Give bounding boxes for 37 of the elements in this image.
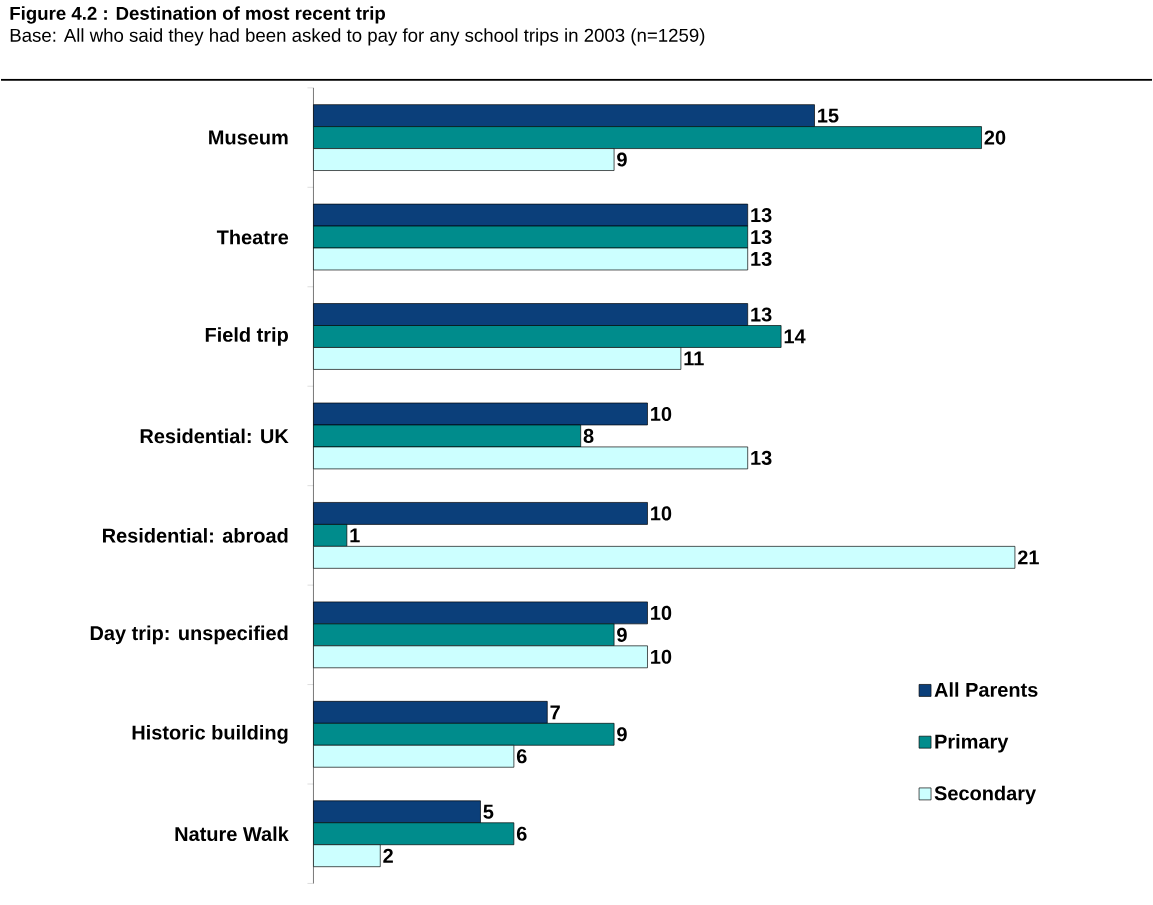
- data-label: 13: [751, 207, 772, 222]
- data-label: 2: [383, 848, 393, 863]
- data-label: 13: [751, 450, 772, 465]
- data-label: 11: [684, 351, 704, 366]
- data-label: 10: [651, 406, 672, 421]
- data-label: 14: [784, 329, 806, 344]
- data-label: 9: [617, 627, 627, 642]
- y-tick-label: Field trip: [205, 326, 288, 346]
- y-tick-label: Day trip: unspecified: [90, 625, 288, 644]
- legend-label: Primary: [935, 733, 1009, 753]
- data-label: 5: [483, 804, 494, 819]
- data-label: 6: [516, 748, 527, 764]
- data-label: 8: [583, 428, 594, 443]
- chart-title: Figure 4.2 : Destination of most recent trip: [10, 6, 386, 24]
- y-tick-label: Residential: abroad: [103, 527, 288, 543]
- data-label: 10: [651, 649, 672, 664]
- data-label: 10: [651, 605, 672, 620]
- data-label: 13: [751, 229, 772, 244]
- data-label: 6: [516, 826, 527, 841]
- data-label: 21: [1017, 550, 1039, 565]
- y-tick-label: Museum: [209, 130, 288, 145]
- data-label: 13: [751, 307, 772, 322]
- y-tick-label: Historic building: [132, 724, 288, 744]
- chart-subtitle: Base: All who said they had been asked to pay for any school trips in 2003 (n=1259): [10, 28, 705, 46]
- y-tick-label: Residential: UK: [140, 428, 289, 444]
- legend-label: Secondary: [934, 785, 1037, 805]
- data-label: 10: [651, 506, 672, 521]
- data-label: 7: [550, 705, 560, 719]
- y-tick-label: Nature Walk: [175, 826, 289, 841]
- data-label: 15: [818, 108, 839, 123]
- data-label: 13: [751, 251, 772, 266]
- data-label: 9: [617, 727, 627, 742]
- legend-label: All Parents: [934, 682, 1038, 697]
- data-label: 9: [617, 152, 627, 167]
- data-label: 1: [350, 528, 360, 543]
- data-label: 20: [984, 130, 1006, 145]
- y-tick-label: Theatre: [216, 229, 289, 245]
